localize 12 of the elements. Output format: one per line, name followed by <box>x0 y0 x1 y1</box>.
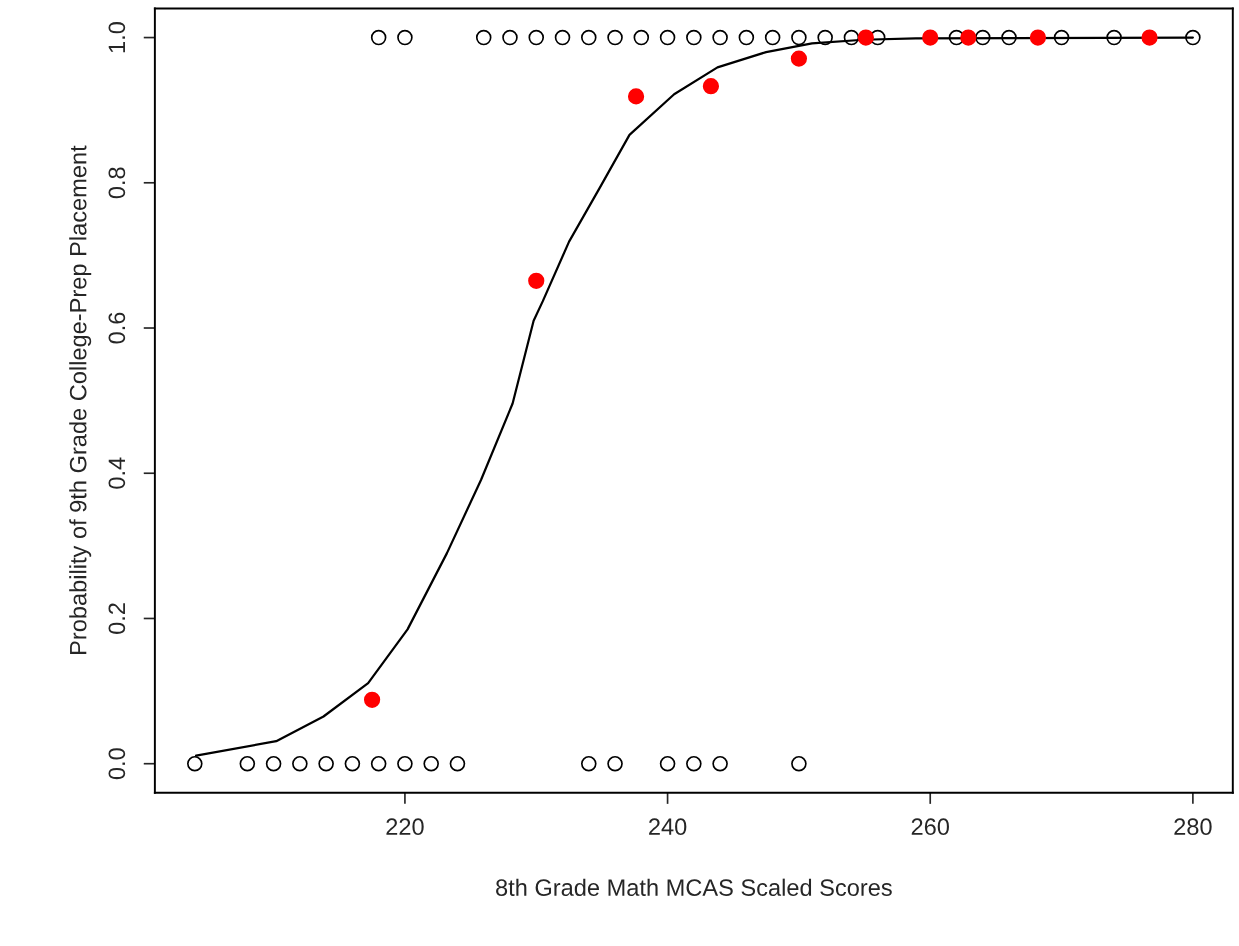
y-tick-label: 0.2 <box>108 603 126 634</box>
y-tick-label: 1.0 <box>108 22 126 53</box>
x-tick-label: 260 <box>911 818 949 836</box>
y-tick-label: 0.6 <box>108 312 126 344</box>
y-tick-label: 0.0 <box>108 748 126 780</box>
y-tick-label: 0.8 <box>108 167 126 199</box>
x-tick-label: 220 <box>386 818 424 836</box>
y-tick-label: 0.4 <box>108 457 126 489</box>
x-tick-label: 280 <box>1174 818 1212 836</box>
y-axis-title: Probability of 9th Grade College-Prep Placement <box>69 145 92 654</box>
x-tick-label: 240 <box>649 818 687 836</box>
x-axis-title: 8th Grade Math MCAS Scaled Scores <box>496 878 892 896</box>
